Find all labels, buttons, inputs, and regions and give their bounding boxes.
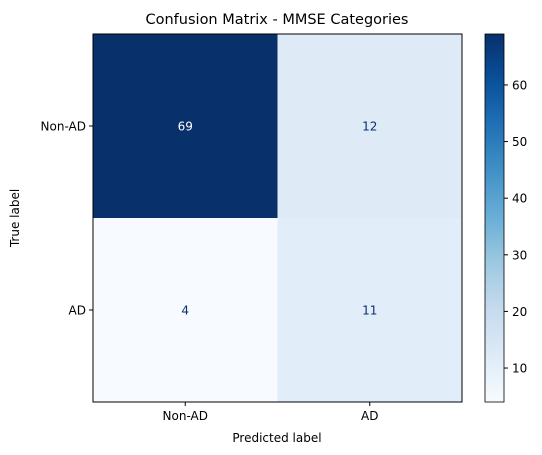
x-tick-label: AD bbox=[361, 409, 378, 423]
cell-value-label: 69 bbox=[178, 120, 193, 134]
colorbar-tick-label: 30 bbox=[512, 248, 527, 262]
colorbar-ticks: 10 20 30 40 50 60 bbox=[504, 78, 527, 376]
y-tick-label: AD bbox=[69, 304, 86, 318]
x-tick-label: Non-AD bbox=[163, 409, 208, 423]
colorbar-tick-label: 60 bbox=[512, 78, 527, 92]
y-tick-label: Non-AD bbox=[41, 120, 86, 134]
colorbar bbox=[484, 33, 505, 403]
cell-value-label: 11 bbox=[362, 304, 377, 318]
cell-value-label: 4 bbox=[181, 304, 189, 318]
colorbar-tick-label: 20 bbox=[512, 305, 527, 319]
x-axis-label: Predicted label bbox=[232, 431, 321, 445]
colorbar-tick-label: 10 bbox=[512, 362, 527, 376]
cell-value-label: 12 bbox=[362, 120, 377, 134]
y-axis-label: True label bbox=[8, 189, 22, 248]
matrix-cells: 69 12 4 11 bbox=[93, 34, 462, 402]
colorbar-tick-label: 40 bbox=[512, 192, 527, 206]
y-axis-ticks: Non-AD AD bbox=[41, 120, 93, 318]
chart-title: Confusion Matrix - MMSE Categories bbox=[146, 12, 409, 28]
x-axis-ticks: Non-AD AD bbox=[163, 402, 378, 423]
plot-frame bbox=[92, 33, 463, 403]
colorbar-tick-label: 50 bbox=[512, 135, 527, 149]
matrix-cell bbox=[93, 34, 278, 218]
matrix-cell bbox=[277, 218, 462, 402]
matrix-cell bbox=[93, 218, 278, 402]
matrix-cell bbox=[277, 34, 462, 218]
